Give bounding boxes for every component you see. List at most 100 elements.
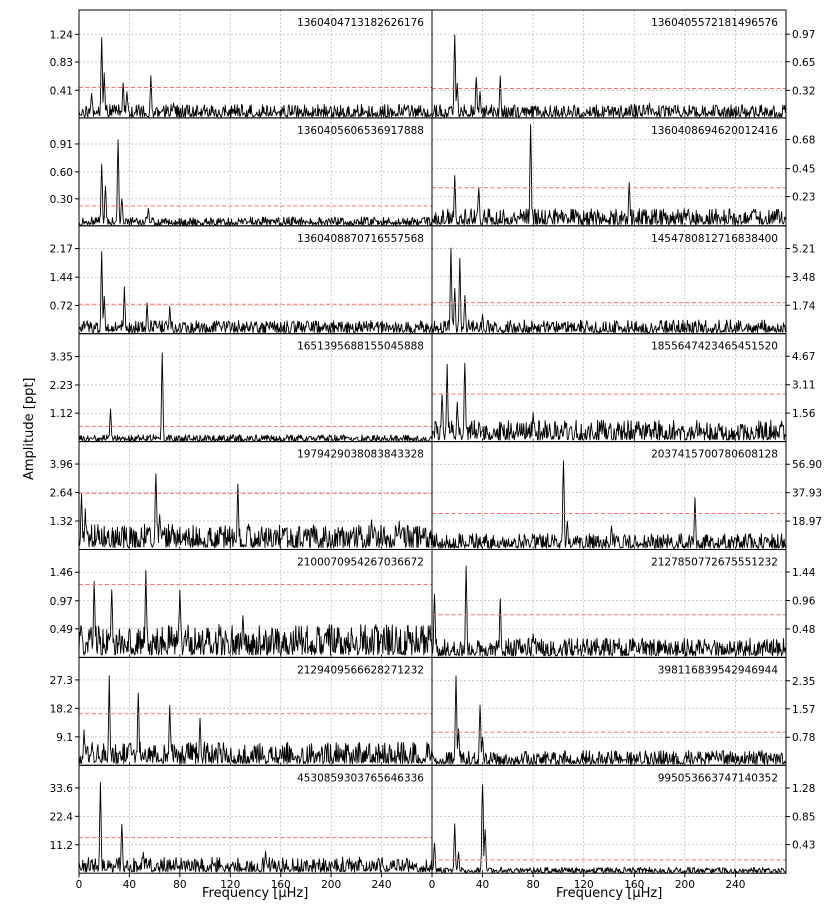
y-tick-label: 1.74 (792, 300, 816, 312)
x-tick-label: 240 (372, 879, 392, 891)
y-tick-label: 3.11 (792, 380, 815, 392)
y-tick-label: 0.30 (50, 194, 73, 206)
y-tick-label: 33.6 (50, 783, 74, 795)
source-id-label: 1454780812716838400 (651, 233, 778, 245)
source-id-label: 1651395688155045888 (297, 341, 424, 353)
panel-4530859303765646336: 11.2 22.4 33.6 4530859303765646336 0 40 80 120 1… (50, 764, 433, 891)
panel-1855647423465451520: 1.56 3.11 4.67 1855647423465451520 (431, 333, 816, 443)
y-tick-label: 0.83 (50, 57, 73, 69)
y-tick-label: 0.43 (792, 840, 815, 852)
panel-995053663747140352: 0.43 0.85 1.28 995053663747140352 0 40 80 120 16… (429, 764, 815, 891)
y-tick-label: 4.67 (792, 351, 815, 363)
spectrum-line (78, 781, 433, 873)
y-tick-label: 3.96 (50, 459, 74, 471)
y-tick-label: 0.41 (50, 85, 73, 97)
x-tick-label: 200 (675, 879, 695, 891)
y-tick-label: 0.78 (792, 732, 815, 744)
y-tick-label: 11.2 (50, 840, 73, 852)
spectrum-line (78, 473, 433, 549)
y-tick-label: 0.48 (792, 624, 815, 636)
panel-1454780812716838400: 1.74 3.48 5.21 1454780812716838400 (431, 225, 816, 335)
spectrum-line (78, 37, 433, 118)
y-tick-label: 1.57 (792, 704, 815, 716)
y-tick-label: 0.97 (792, 29, 815, 41)
y-tick-label: 0.32 (792, 85, 815, 97)
y-tick-label: 2.35 (792, 676, 815, 688)
y-tick-label: 0.68 (792, 134, 815, 146)
spectrum-line (78, 139, 433, 226)
y-tick-label: 0.60 (50, 167, 73, 179)
source-id-label: 1360405572181496576 (651, 17, 778, 29)
y-tick-label: 0.49 (50, 624, 73, 636)
source-id-label: 1360404713182626176 (297, 17, 424, 29)
y-tick-label: 5.21 (792, 244, 815, 256)
panel-1360405572181496576: 0.32 0.65 0.97 1360405572181496576 (431, 9, 815, 119)
x-tick-label: 160 (624, 879, 644, 891)
panel-1360408870716557568: 0.72 1.44 2.17 1360408870716557568 (50, 225, 433, 335)
panel-1360408694620012416: 0.23 0.45 0.68 1360408694620012416 (431, 117, 815, 227)
y-tick-label: 2.64 (50, 488, 74, 500)
source-id-label: 398116839542946944 (658, 664, 779, 676)
x-tick-label: 120 (220, 879, 240, 891)
y-tick-label: 27.3 (50, 675, 73, 687)
y-tick-label: 1.32 (50, 516, 73, 528)
spectrum-line (431, 565, 787, 657)
source-id-label: 2127850772675551232 (651, 557, 778, 569)
spectrum-line (431, 247, 787, 334)
spectrum-line (431, 675, 787, 765)
source-id-label: 1979429038083843328 (297, 449, 424, 461)
y-axis-label: Amplitude [ppt] (22, 377, 37, 481)
x-tick-label: 0 (429, 879, 436, 891)
y-tick-label: 3.35 (50, 352, 73, 364)
y-tick-label: 18.97 (792, 516, 822, 528)
panel-1979429038083843328: 1.32 2.64 3.96 1979429038083843328 (50, 441, 433, 551)
x-tick-label: 40 (123, 879, 136, 891)
panel-frame (431, 764, 787, 874)
y-tick-label: 1.44 (792, 567, 816, 579)
panel-1360404713182626176: 0.41 0.83 1.24 1360404713182626176 (50, 9, 433, 119)
source-id-label: 1360408694620012416 (651, 125, 778, 137)
y-tick-label: 0.91 (50, 139, 73, 151)
y-tick-label: 1.56 (792, 408, 816, 420)
x-tick-label: 80 (173, 879, 186, 891)
y-tick-label: 18.2 (50, 703, 73, 715)
y-tick-label: 1.44 (50, 272, 74, 284)
y-tick-label: 2.23 (50, 380, 73, 392)
spectrum-line (431, 362, 787, 441)
panel-1651395688155045888: 1.12 2.23 3.35 1651395688155045888 (50, 333, 433, 443)
spectrum-line (431, 34, 787, 118)
spectrum-line (431, 460, 787, 549)
spectrum-line (431, 784, 787, 874)
source-id-label: 2129409566628271232 (297, 664, 424, 676)
source-id-label: 4530859303765646336 (297, 772, 424, 784)
source-id-label: 995053663747140352 (658, 772, 778, 784)
spectrum-line (78, 352, 433, 442)
x-tick-label: 240 (725, 879, 745, 891)
y-tick-label: 1.24 (50, 29, 74, 41)
spectrum-line (78, 569, 433, 656)
panel-2100070954267036672: 0.49 0.97 1.46 2100070954267036672 (50, 549, 433, 658)
x-tick-label: 120 (574, 879, 594, 891)
y-tick-label: 2.17 (50, 244, 73, 256)
y-tick-label: 0.85 (792, 812, 815, 824)
y-tick-label: 56.90 (792, 459, 822, 471)
x-tick-label: 200 (321, 879, 341, 891)
y-tick-label: 3.48 (792, 272, 815, 284)
spectrum-line (78, 675, 433, 765)
y-tick-label: 0.23 (792, 192, 815, 204)
panel-2129409566628271232: 9.1 18.2 27.3 2129409566628271232 (50, 656, 433, 766)
y-tick-label: 0.97 (50, 596, 73, 608)
source-id-label: 2037415700780608128 (651, 449, 778, 461)
y-tick-label: 0.72 (50, 300, 73, 312)
y-tick-label: 0.45 (792, 164, 815, 176)
x-tick-label: 160 (271, 879, 291, 891)
y-tick-label: 0.96 (792, 595, 816, 607)
y-tick-label: 1.12 (50, 408, 73, 420)
panel-2127850772675551232: 0.48 0.96 1.44 2127850772675551232 (431, 549, 816, 658)
source-id-label: 1360408870716557568 (297, 233, 424, 245)
spectrum-line (431, 124, 787, 225)
x-tick-label: 0 (76, 879, 83, 891)
x-axis-label-left: Frequency [μHz] (202, 886, 309, 901)
y-tick-label: 1.28 (792, 783, 815, 795)
